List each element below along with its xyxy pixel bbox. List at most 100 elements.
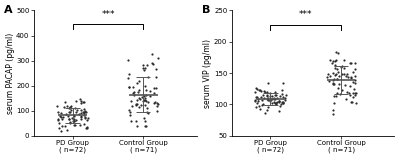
Point xyxy=(143,100,149,103)
Point xyxy=(343,98,349,100)
Point xyxy=(56,121,62,124)
Point xyxy=(134,98,140,101)
Point xyxy=(70,114,77,117)
Point xyxy=(347,61,353,64)
Point xyxy=(352,78,358,81)
Point xyxy=(67,106,74,108)
Point xyxy=(127,111,134,114)
Point xyxy=(82,111,89,113)
Point xyxy=(258,90,264,92)
Point xyxy=(155,57,162,59)
Point xyxy=(142,125,148,127)
Point xyxy=(342,75,349,78)
Point xyxy=(336,74,342,77)
Point xyxy=(133,104,139,107)
Point xyxy=(352,93,358,96)
Point xyxy=(143,89,150,91)
Point xyxy=(338,66,344,68)
Point xyxy=(332,74,339,76)
Point xyxy=(141,99,148,102)
Point xyxy=(274,97,280,99)
Point xyxy=(252,98,258,101)
Point xyxy=(66,107,72,109)
Point xyxy=(140,63,147,66)
Point xyxy=(135,91,141,94)
Point xyxy=(273,103,279,106)
Point xyxy=(152,101,158,104)
Point xyxy=(64,129,70,132)
Point xyxy=(276,110,282,113)
Point xyxy=(262,112,268,114)
Point xyxy=(70,118,77,121)
Point xyxy=(55,118,61,121)
Point xyxy=(85,117,91,119)
Point xyxy=(334,92,340,95)
Point xyxy=(55,119,61,121)
Point xyxy=(325,73,332,75)
Point xyxy=(340,59,347,61)
Point xyxy=(78,100,84,103)
Point xyxy=(330,59,336,62)
Point xyxy=(264,90,270,93)
Point xyxy=(140,67,146,69)
Point xyxy=(142,104,148,106)
Point xyxy=(335,70,341,73)
Point xyxy=(341,67,348,70)
Point xyxy=(346,92,352,94)
Point xyxy=(150,63,156,66)
Point xyxy=(330,82,336,84)
Point xyxy=(254,99,261,102)
Point xyxy=(154,105,160,107)
Point xyxy=(273,94,279,96)
Point xyxy=(62,100,68,103)
Point xyxy=(339,88,346,91)
Point xyxy=(73,111,79,114)
Point xyxy=(61,105,68,108)
Point xyxy=(56,126,63,129)
Point xyxy=(344,72,350,75)
Point xyxy=(280,96,286,99)
Point xyxy=(126,86,132,88)
Point xyxy=(141,67,148,70)
Point xyxy=(259,99,265,102)
Point xyxy=(71,115,78,118)
Point xyxy=(350,96,356,98)
Point xyxy=(81,123,88,125)
Point xyxy=(256,105,262,107)
Point xyxy=(133,120,139,122)
Point xyxy=(126,86,133,88)
Point xyxy=(128,100,134,102)
Point xyxy=(152,68,159,70)
Point xyxy=(329,83,336,86)
Point xyxy=(67,107,74,110)
Point xyxy=(130,85,137,88)
Point xyxy=(80,101,87,104)
Point xyxy=(142,85,148,87)
Point xyxy=(58,116,64,119)
Point xyxy=(151,86,158,89)
Point xyxy=(80,101,86,103)
Point xyxy=(257,108,263,111)
Point xyxy=(278,89,285,91)
Point xyxy=(270,96,277,99)
Point xyxy=(330,78,337,80)
Point xyxy=(254,88,260,90)
Point xyxy=(330,112,336,115)
Point xyxy=(267,100,274,103)
Point xyxy=(67,120,73,123)
Point xyxy=(59,125,66,127)
Point xyxy=(352,62,358,65)
Point xyxy=(260,103,266,106)
Point xyxy=(333,95,339,97)
Point xyxy=(260,94,266,97)
Point xyxy=(280,101,286,103)
Point xyxy=(68,109,74,111)
Text: ***: *** xyxy=(299,10,313,19)
Point xyxy=(352,91,358,94)
Point xyxy=(78,118,85,121)
Point xyxy=(258,104,265,106)
Point xyxy=(276,100,282,102)
Point xyxy=(261,90,267,92)
Point xyxy=(142,119,148,122)
Point xyxy=(281,99,288,102)
